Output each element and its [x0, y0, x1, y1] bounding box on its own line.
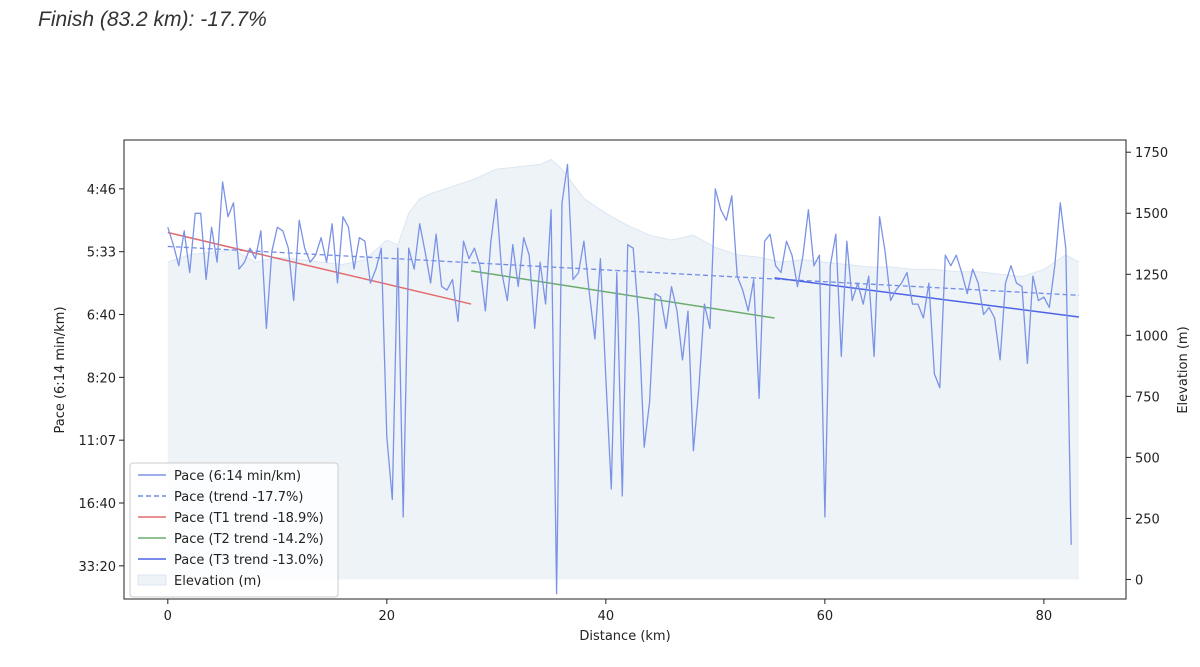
pace-axis-ticks: 4:46 5:33 6:40 8:20 11:07 16:40 33:20	[79, 183, 124, 575]
x-tick-label: 20	[379, 609, 396, 624]
legend: Pace (6:14 min/km) Pace (trend -17.7%) Pac…	[129, 462, 339, 598]
elevation-tick-label: 1250	[1135, 268, 1168, 283]
legend-entry: Elevation (m)	[174, 574, 261, 589]
legend-entry: Pace (T3 trend -13.0%)	[174, 553, 324, 568]
elevation-tick-label: 500	[1135, 451, 1160, 466]
legend-entry: Pace (6:14 min/km)	[174, 469, 301, 484]
trend-line-t2	[471, 270, 775, 319]
x-tick-label: 40	[598, 609, 615, 624]
legend-entry: Pace (trend -17.7%)	[174, 490, 303, 505]
trend-line-trend	[167, 245, 1079, 296]
elevation-tick-label: 750	[1135, 390, 1160, 405]
elevation-axis-ticks: 0 250 500 750 1000 1250 1500 1750	[1126, 146, 1168, 588]
pace-tick-label: 5:33	[87, 246, 116, 261]
pace-axis-label: Pace (6:14 min/km)	[53, 306, 68, 433]
legend-entry: Pace (T2 trend -14.2%)	[174, 532, 324, 547]
elevation-area	[167, 159, 1079, 580]
pace-tick-label: 16:40	[79, 497, 116, 512]
plot-frame	[123, 139, 1127, 600]
legend-box	[129, 462, 339, 598]
pace-tick-label: 33:20	[79, 560, 116, 575]
pace-tick-label: 8:20	[87, 371, 116, 386]
elevation-axis-label: Elevation (m)	[1176, 326, 1191, 413]
x-axis-ticks: 0 20 40 60 80	[164, 599, 1052, 624]
elevation-tick-label: 0	[1135, 573, 1143, 588]
pace-tick-label: 11:07	[79, 434, 116, 449]
page-heading: Finish (83.2 km): -17.7%	[38, 8, 267, 31]
x-tick-label: 80	[1036, 609, 1053, 624]
pace-tick-label: 4:46	[87, 183, 116, 198]
pace-layer	[167, 163, 1072, 595]
pace-line	[167, 163, 1072, 595]
legend-entry: Pace (T1 trend -18.9%)	[174, 511, 324, 526]
elevation-tick-label: 250	[1135, 512, 1160, 527]
x-tick-label: 60	[817, 609, 834, 624]
elevation-tick-label: 1750	[1135, 146, 1168, 161]
elevation-tick-label: 1000	[1135, 329, 1168, 344]
x-tick-label: 0	[164, 609, 172, 624]
legend-swatch	[137, 574, 167, 586]
elevation-tick-label: 1500	[1135, 207, 1168, 222]
pace-tick-label: 6:40	[87, 309, 116, 324]
x-axis-label: Distance (km)	[579, 629, 670, 644]
